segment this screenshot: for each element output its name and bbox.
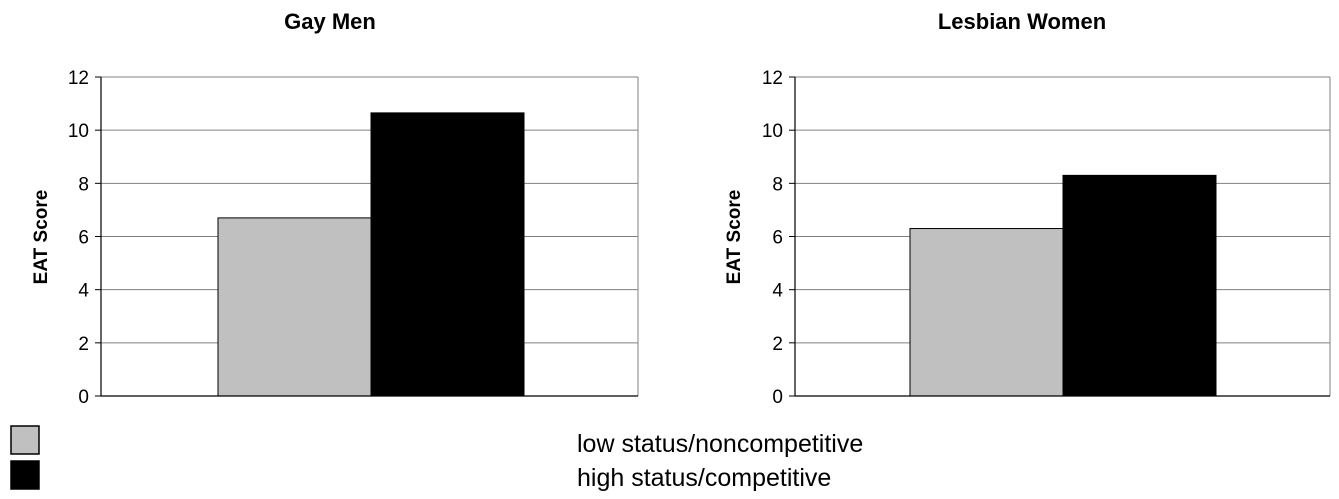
y-tick-label: 8 [78,174,89,195]
bars [909,174,1217,397]
bar-high-status [370,112,525,397]
bar-low-status [217,217,372,397]
y-tick-label: 0 [772,387,783,408]
bars [217,112,525,397]
y-tick-label: 2 [772,334,783,355]
y-tick-labels: 0 2 4 6 8 10 12 [762,68,795,408]
plot-frame [100,76,639,397]
chart-title: Lesbian Women [938,9,1106,34]
legend-swatch-high-status [10,460,40,490]
y-tick-labels: 0 2 4 6 8 10 12 [68,68,101,408]
bar-low-status [909,228,1064,397]
legend-label-low-status: low status/noncompetitive [577,430,863,458]
y-tick-label: 8 [772,174,783,195]
bar-high-status [1062,174,1217,397]
y-tick-label: 4 [78,281,89,302]
y-tick-label: 10 [68,121,89,142]
chart-lesbian-women: Lesbian Women EAT Score 0 2 4 6 8 10 12 [724,9,1331,408]
y-tick-label: 2 [78,334,89,355]
y-tick-label: 0 [78,387,89,408]
y-tick-label: 4 [772,281,783,302]
y-tick-label: 12 [68,68,89,89]
chart-gay-men: Gay Men EAT Score 0 2 4 6 8 10 12 [31,9,639,408]
y-tick-label: 6 [772,228,783,249]
legend: low status/noncompetitive high status/co… [10,425,863,492]
y-axis-label: EAT Score [724,190,745,285]
plot-frame [794,76,1331,397]
y-tick-label: 6 [78,228,89,249]
y-axis-label: EAT Score [31,190,52,285]
y-tick-label: 12 [762,68,783,89]
legend-label-high-status: high status/competitive [577,464,831,492]
legend-swatch-low-status [10,425,40,455]
chart-title: Gay Men [284,9,376,34]
y-tick-label: 10 [762,121,783,142]
